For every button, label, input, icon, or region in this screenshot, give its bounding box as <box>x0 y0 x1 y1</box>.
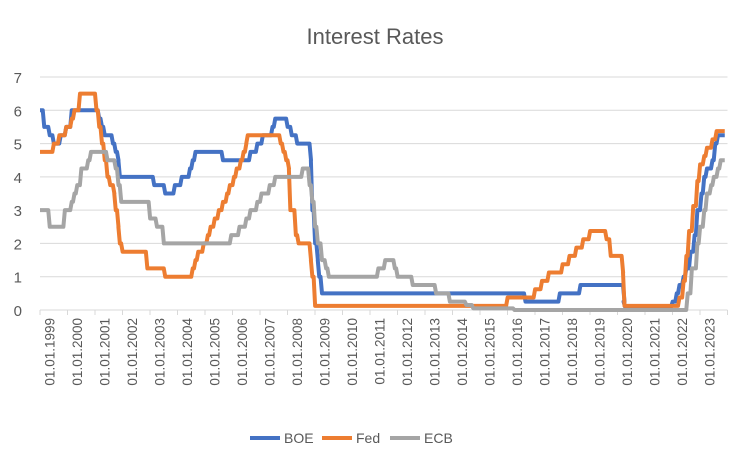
chart-title: Interest Rates <box>307 24 444 49</box>
x-tick-label: 01.01.2007 <box>263 318 278 386</box>
x-tick-label: 01.01.2003 <box>153 318 168 386</box>
legend-label: ECB <box>424 430 453 446</box>
x-tick-label: 01.01.2008 <box>290 318 305 386</box>
y-tick-label: 1 <box>14 270 22 287</box>
x-tick-label: 01.01.2004 <box>180 318 195 386</box>
x-tick-label: 01.01.2009 <box>318 318 333 386</box>
x-tick-label: 01.01.2022 <box>675 318 690 386</box>
x-tick-label: 01.01.2012 <box>400 318 415 386</box>
series-line-boe <box>40 108 725 309</box>
legend-label: BOE <box>284 430 314 446</box>
x-tick-label: 01.01.2013 <box>428 318 443 386</box>
x-tick-label: 01.01.2006 <box>235 318 250 386</box>
x-tick-label: 01.01.2016 <box>510 318 525 386</box>
y-tick-label: 3 <box>14 203 22 220</box>
x-tick-label: 01.01.2014 <box>455 318 470 386</box>
x-tick-label: 01.01.2005 <box>208 318 223 386</box>
x-tick-label: 01.01.2015 <box>483 318 498 386</box>
x-tick-label: 01.01.1999 <box>43 318 58 386</box>
x-tick-label: 01.01.2017 <box>538 318 553 386</box>
y-tick-label: 4 <box>14 170 22 187</box>
y-tick-label: 7 <box>14 70 22 87</box>
series-line-fed <box>40 91 725 308</box>
y-tick-label: 2 <box>14 236 22 253</box>
x-tick-label: 01.01.2000 <box>70 318 85 386</box>
x-tick-label: 01.01.2021 <box>648 318 663 386</box>
x-tick-label: 01.01.2019 <box>593 318 608 386</box>
y-tick-label: 5 <box>14 137 22 154</box>
x-tick-label: 01.01.2018 <box>565 318 580 386</box>
y-tick-label: 6 <box>14 103 22 120</box>
x-tick-label: 01.01.2020 <box>620 318 635 386</box>
x-tick-label: 01.01.2023 <box>703 318 718 386</box>
legend-label: Fed <box>356 430 380 446</box>
x-tick-label: 01.01.2011 <box>373 318 388 385</box>
x-tick-label: 01.01.2010 <box>345 318 360 386</box>
y-tick-label: 0 <box>14 303 22 320</box>
x-tick-label: 01.01.2002 <box>125 318 140 386</box>
x-tick-label: 01.01.2001 <box>98 318 113 386</box>
series-line-ecb <box>40 149 725 312</box>
